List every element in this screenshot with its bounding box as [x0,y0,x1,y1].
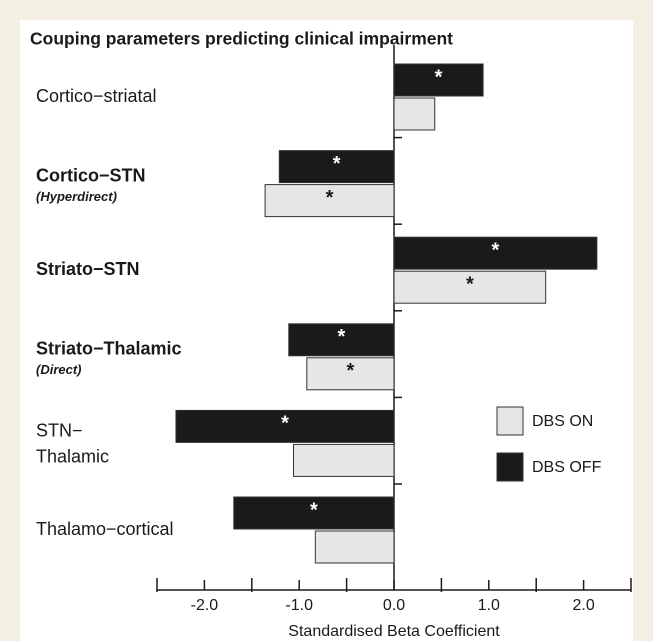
x-tick-label: -1.0 [285,597,313,614]
bar [264,184,395,218]
category-sublabel: (Direct) [36,362,82,377]
category-label-line: STN− [36,420,83,440]
bar [393,236,598,270]
category-label: Striato−STN [36,259,140,279]
significance-label: * [281,413,289,435]
significance-label: * [326,187,334,209]
legend-label: DBS OFF [532,459,602,476]
chart-title: Couping parameters predicting clinical i… [30,29,453,49]
bar [306,357,395,391]
significance-label: * [466,273,474,295]
category-label: Cortico−STN [36,165,146,185]
category-label: Cortico−striatal [36,86,157,106]
category-sublabel: (Hyperdirect) [36,189,117,204]
legend-swatch [496,406,524,436]
legend-label: DBS ON [532,413,593,430]
category-label: STN− Thalamic [36,420,109,466]
significance-label: * [435,66,443,88]
x-tick-label: 1.0 [478,597,500,614]
x-tick-label: -2.0 [191,597,219,614]
bar [278,150,395,184]
bar [314,530,395,564]
legend-swatch [496,452,524,482]
bar [393,97,436,131]
bar [393,63,484,97]
bar [393,270,547,304]
category-label: Striato−Thalamic [36,339,182,359]
category-label: Thalamo−cortical [36,519,174,539]
significance-label: * [492,239,500,261]
x-tick-label: 2.0 [572,597,594,614]
bar [288,323,395,357]
bar [293,443,395,477]
significance-label: * [346,360,354,382]
bar [233,496,395,530]
significance-label: * [333,153,341,175]
significance-label: * [310,499,318,521]
category-label-line: Thalamic [36,446,109,466]
bar [175,409,395,443]
x-axis-label: Standardised Beta Coefficient [288,623,500,640]
x-tick-label: 0.0 [383,597,405,614]
significance-label: * [337,326,345,348]
